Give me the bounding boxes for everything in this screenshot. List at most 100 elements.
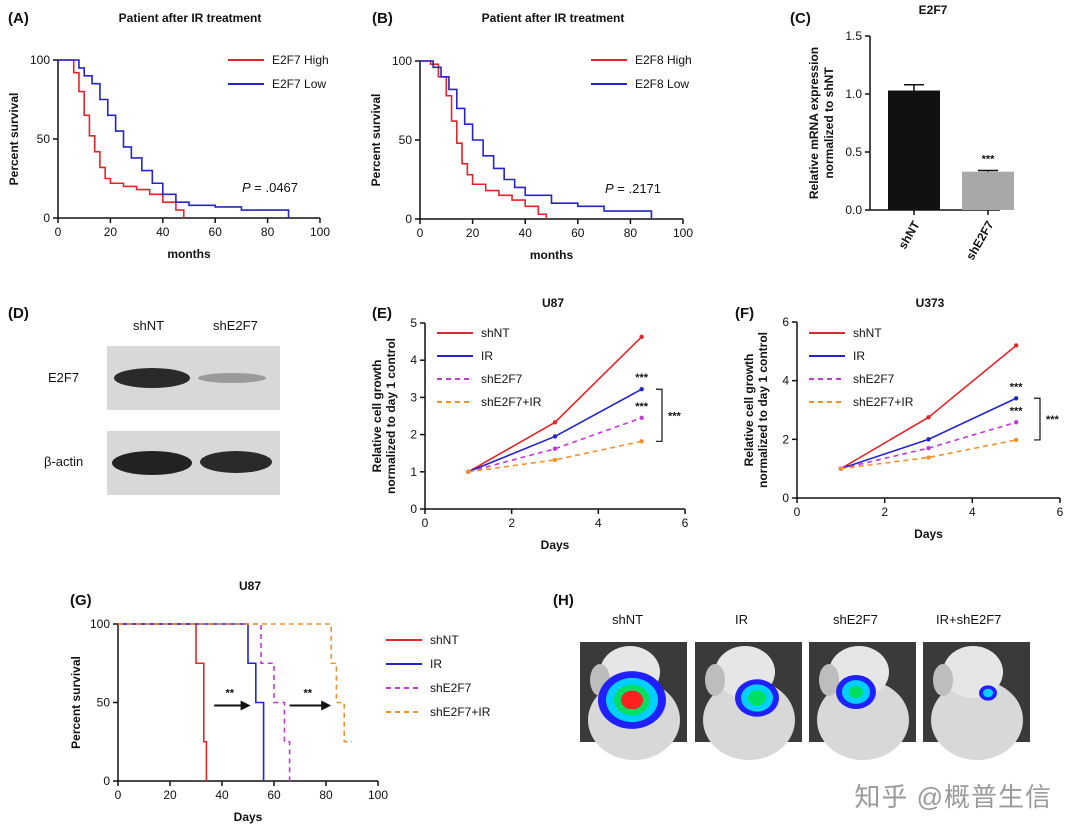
panel-c-ylabel-line1: Relative mRNA expression — [807, 47, 821, 199]
mouse-image-3 — [923, 642, 1030, 760]
panel-b-legend-0-label: E2F8 High — [635, 53, 692, 67]
tumor-signal-2-2 — [849, 686, 863, 698]
panel-e-point — [552, 420, 558, 425]
panel-e-point — [639, 334, 644, 339]
panel-e-x-tick-label: 2 — [508, 516, 515, 530]
panel-e-y-tick-label: 0 — [410, 502, 417, 516]
panel-b-x-tick-label: 40 — [519, 226, 533, 240]
panel-g-y-tick-label: 100 — [90, 617, 110, 631]
panel-f-point — [1013, 420, 1019, 425]
panel-f-legend-1-label: IR — [853, 349, 865, 363]
panel-e-series-3 — [468, 440, 642, 473]
panel-f-legend-3-label: shE2F7+IR — [853, 395, 914, 409]
panel-f-point — [926, 445, 931, 451]
panel-f-series-2 — [840, 421, 1017, 470]
panel-b-label: (B) — [372, 10, 393, 27]
panel-b-legend-1-label: E2F8 Low — [635, 77, 689, 91]
panel-e-ylabel-line2: normalized to day 1 control — [384, 338, 398, 494]
panel-a-x-tick-label: 20 — [104, 225, 118, 239]
panel-g-sig-2: ** — [304, 688, 313, 700]
tumor-signal-1-2 — [748, 690, 766, 706]
panel-b-y-tick-label: 0 — [405, 212, 412, 226]
panel-e-y-tick-label: 2 — [410, 428, 417, 442]
panel-a-x-tick-label: 40 — [156, 225, 170, 239]
panel-e-legend-1-label: IR — [481, 349, 493, 363]
wb-col-she2f7: shE2F7 — [213, 318, 258, 333]
panel-d-label: (D) — [8, 305, 29, 322]
panel-f-point — [926, 415, 931, 420]
panel-e-sig-she2f7: *** — [635, 401, 649, 413]
wb-row-e2f7: E2F7 — [48, 370, 80, 385]
panel-f-point — [1013, 437, 1019, 443]
panel-f-y-tick-label: 2 — [782, 432, 789, 446]
mouse-head-3 — [943, 646, 1003, 698]
panel-e-sig-ir: *** — [635, 372, 649, 384]
mouse-label-she2f7: shE2F7 — [833, 612, 878, 627]
panel-a-y-tick-label: 100 — [30, 53, 50, 67]
panel-g-x-tick-label: 0 — [115, 788, 122, 802]
panel-e-x-tick-label: 4 — [595, 516, 602, 530]
panel-a-legend-1-label: E2F7 Low — [272, 77, 326, 91]
panel-f-sig-she2f7: *** — [1010, 405, 1024, 417]
panel-f-point — [1013, 343, 1019, 348]
panel-g-arrow-1-head — [240, 700, 251, 711]
mouse-label-ir-she2f7: IR+shE2F7 — [936, 612, 1002, 627]
panel-f-ylabel-line2: normalized to day 1 control — [756, 332, 770, 488]
panel-g-legend-0-label: shNT — [430, 633, 459, 647]
panel-c-label: (C) — [790, 10, 811, 27]
mouse-ear-3 — [933, 664, 953, 696]
panel-g-sig-1: ** — [226, 688, 235, 700]
panel-g-x-tick-label: 40 — [215, 788, 229, 802]
panel-f-point — [926, 455, 931, 460]
panel-a-series-1 — [58, 59, 290, 218]
panel-a-y-tick-label: 0 — [43, 211, 50, 225]
panel-b-series-1 — [420, 60, 653, 219]
panel-h-label: (H) — [553, 592, 574, 609]
panel-c-ylabel-line2: normalized to shNT — [822, 67, 836, 179]
mouse-image-2 — [809, 642, 916, 760]
panel-c-y-tick-label: 1.5 — [845, 29, 862, 43]
watermark: 知乎 @概普生信 — [854, 782, 1052, 812]
panel-c-bar-shE2F7 — [962, 171, 1014, 210]
panel-g-series-2 — [118, 623, 291, 781]
wb-band-e2f7-shnt — [114, 368, 190, 388]
panel-e-x-tick-label: 6 — [682, 516, 689, 530]
panel-f-x-tick-label: 0 — [794, 505, 801, 519]
mouse-label-shnt: shNT — [612, 612, 644, 627]
panel-a-x-tick-label: 100 — [310, 225, 330, 239]
panel-a-ylabel: Percent survival — [7, 93, 21, 186]
panel-g-y-tick-label: 50 — [97, 696, 111, 710]
mouse-image-1 — [695, 642, 802, 760]
mouse-body-3 — [931, 680, 1023, 760]
panel-f-sig-bracket: *** — [1046, 414, 1060, 426]
panel-a-label: (A) — [8, 10, 29, 27]
panel-e-bracket — [656, 388, 663, 442]
panel-g-y-tick-label: 0 — [103, 774, 110, 788]
panel-f-xlabel: Days — [914, 527, 943, 541]
panel-e-point — [552, 446, 558, 451]
tumor-signal-3-1 — [983, 688, 993, 698]
panel-b-xlabel: months — [530, 248, 574, 262]
panel-a-legend-0-label: E2F7 High — [272, 53, 329, 67]
panel-f-x-tick-label: 6 — [1057, 505, 1064, 519]
panel-f-title: U373 — [916, 296, 945, 310]
panel-f-point — [838, 466, 844, 471]
panel-c-category-1: shE2F7 — [963, 218, 997, 262]
panel-e-y-tick-label: 1 — [410, 465, 417, 479]
panel-f-legend-0-label: shNT — [853, 326, 882, 340]
panel-c-y-tick-label: 0.5 — [845, 145, 862, 159]
panel-b-x-tick-label: 20 — [466, 226, 480, 240]
panel-f-legend-2-label: shE2F7 — [853, 372, 895, 386]
mouse-ear-2 — [819, 664, 839, 696]
panel-f-bracket — [1034, 397, 1041, 441]
panel-g-x-tick-label: 80 — [319, 788, 333, 802]
panel-e-y-tick-label: 5 — [410, 316, 417, 330]
panel-g-arrow-2-head — [321, 700, 332, 711]
wb-row-actin: β-actin — [44, 454, 84, 469]
panel-e-point — [552, 457, 558, 463]
panel-g-x-tick-label: 20 — [163, 788, 177, 802]
panel-c-y-tick-label: 0.0 — [845, 203, 862, 217]
panel-b-y-tick-label: 50 — [399, 133, 413, 147]
panel-f-x-tick-label: 4 — [969, 505, 976, 519]
